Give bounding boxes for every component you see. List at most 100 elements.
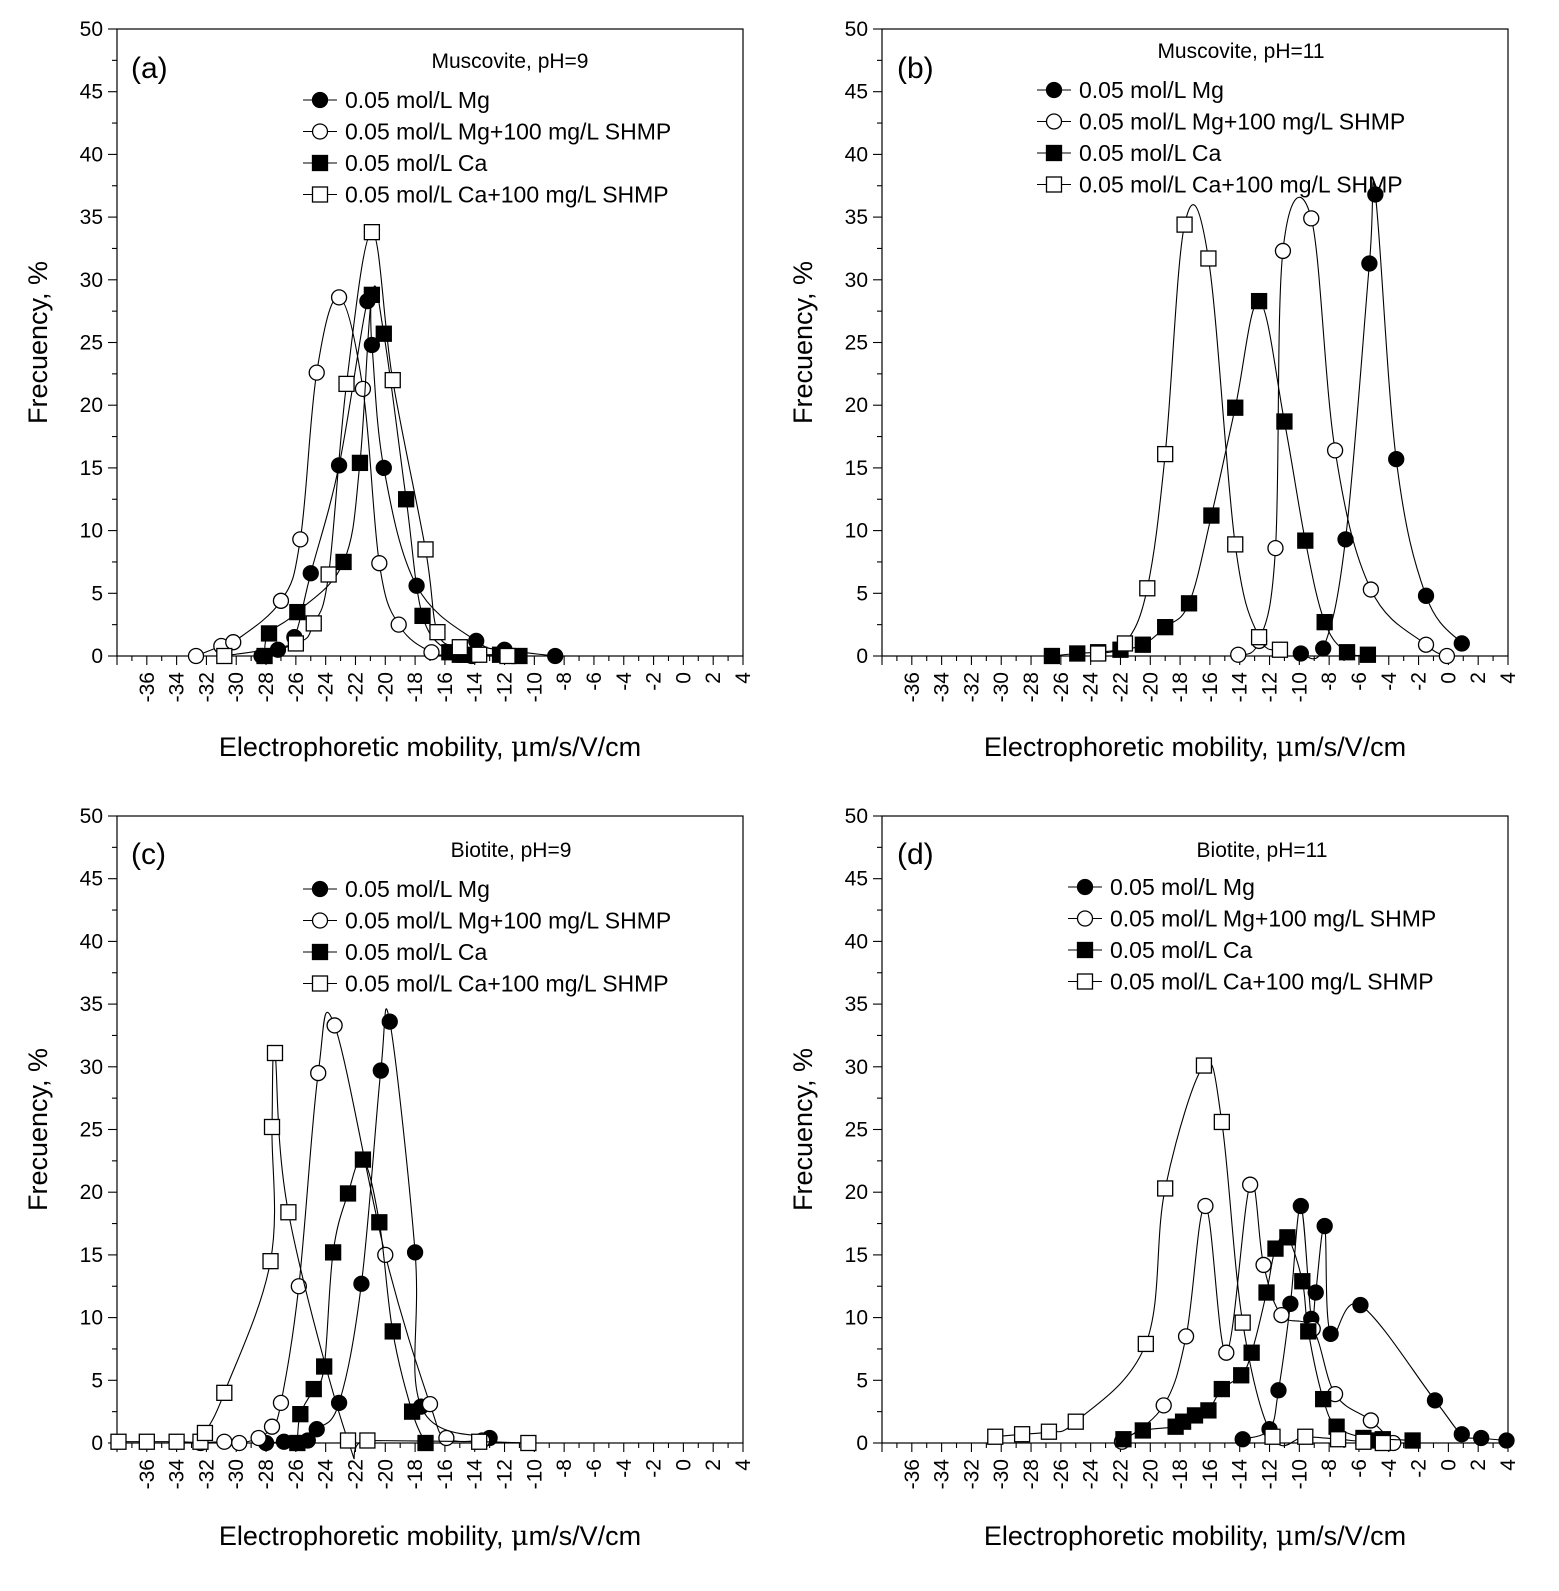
x-axis-title-prefix: Electrophoretic mobility,: [984, 732, 1276, 762]
data-point-mg: [1473, 1429, 1490, 1447]
data-point-ca: [1297, 532, 1314, 549]
x-tick-label: -18: [1169, 1459, 1192, 1489]
data-point-mg: [269, 641, 287, 658]
y-tick-label: 0: [91, 645, 103, 668]
x-axis-title-mu: μ: [1276, 732, 1294, 763]
legend-label-mg: 0.05 mol/L Mg: [345, 876, 490, 902]
data-point-ca: [351, 454, 369, 472]
data-point-ca: [1267, 1240, 1284, 1257]
y-tick-label: 10: [80, 1307, 103, 1330]
data-point-ca-shmp: [1116, 635, 1134, 652]
x-tick-label: -30: [225, 672, 248, 702]
data-point-ca-shmp: [1195, 1057, 1213, 1074]
x-axis-title-mu: μ: [511, 732, 529, 763]
x-tick-label: -8: [1318, 672, 1341, 691]
data-point-mg: [1270, 1382, 1287, 1399]
data-point-mg: [1498, 1432, 1515, 1449]
legend-label-ca-shmp: 0.05 mol/L Ca+100 mg/L SHMP: [1110, 969, 1434, 995]
data-point-ca-shmp: [168, 1433, 185, 1450]
x-axis-title: Electrophoretic mobility, μm/s/V/cm: [219, 1521, 641, 1552]
data-point-ca: [1315, 1390, 1332, 1408]
series-ca-shmp: [110, 1044, 537, 1460]
panel-label: (c): [131, 838, 166, 871]
x-tick-label: -18: [404, 672, 427, 702]
data-point-ca: [324, 1244, 342, 1261]
data-point-mg: [1417, 587, 1435, 604]
x-tick-label: -30: [990, 672, 1013, 702]
series-mg: [1292, 181, 1470, 662]
data-point-ca-shmp: [1329, 1431, 1347, 1448]
data-point-ca: [292, 1406, 309, 1423]
series-line-ca-shmp: [118, 1049, 529, 1460]
series-line-ca-shmp: [1097, 204, 1281, 655]
x-tick-label: -4: [1378, 672, 1401, 691]
x-tick-label: -4: [1378, 1459, 1401, 1478]
x-tick-label: -18: [1169, 672, 1192, 702]
data-point-ca: [1200, 1402, 1217, 1419]
data-point-mg: [1352, 1296, 1369, 1314]
x-tick-label: -10: [523, 672, 546, 702]
x-tick-label: -20: [374, 672, 397, 702]
legend-marker-mg-shmp: [1076, 910, 1094, 927]
x-tick-label: -12: [1259, 1459, 1282, 1489]
x-tick-label: -14: [1229, 1459, 1252, 1490]
data-point-mg-shmp: [1438, 647, 1456, 665]
x-tick-label: -20: [1139, 1459, 1162, 1489]
legend-marker-mg: [1076, 878, 1094, 896]
data-point-ca: [1157, 619, 1174, 636]
legend-label-mg-shmp: 0.05 mol/L Mg+100 mg/L SHMP: [345, 908, 671, 934]
data-point-mg: [1234, 1431, 1251, 1448]
data-point-ca: [1250, 292, 1268, 310]
x-tick-label: -8: [1318, 1459, 1341, 1478]
data-point-ca: [1279, 1229, 1296, 1246]
y-tick-label: 25: [845, 332, 868, 355]
x-tick-label: -36: [901, 1459, 924, 1489]
x-tick-label: 4: [1497, 1459, 1520, 1471]
series-line-mg: [261, 293, 556, 657]
data-point-mg-shmp: [272, 1394, 290, 1412]
data-point-ca-shmp: [384, 371, 401, 389]
y-tick-label: 30: [80, 269, 103, 292]
data-point-ca-shmp: [216, 647, 233, 665]
series-line-mg-shmp: [1237, 196, 1448, 657]
panel-label: (a): [131, 52, 168, 85]
data-point-ca: [1276, 413, 1293, 430]
x-tick-label: 4: [1497, 672, 1520, 684]
x-tick-label: -32: [960, 1459, 983, 1489]
data-point-mg: [547, 647, 564, 665]
data-point-ca-shmp: [1234, 1314, 1251, 1331]
x-tick-label: -30: [225, 1459, 248, 1489]
series-mg: [1234, 1197, 1515, 1449]
data-point-ca-shmp: [1067, 1413, 1084, 1430]
x-tick-label: -24: [1080, 1459, 1103, 1490]
x-tick-label: -28: [255, 1459, 278, 1489]
x-tick-label: -12: [494, 672, 517, 702]
data-point-ca-shmp: [359, 1432, 376, 1449]
data-point-mg: [1307, 1284, 1324, 1301]
data-point-ca-shmp: [1250, 629, 1268, 646]
data-point-mg-shmp: [272, 592, 290, 609]
data-point-mg: [1367, 186, 1384, 203]
data-point-ca: [1134, 1422, 1151, 1439]
x-tick-label: 0: [1437, 672, 1460, 684]
data-point-mg-shmp: [354, 380, 372, 398]
x-tick-label: -14: [464, 672, 487, 703]
data-point-mg-shmp: [1155, 1397, 1172, 1414]
legend-marker-mg: [311, 880, 329, 898]
legend-label-mg-shmp: 0.05 mol/L Mg+100 mg/L SHMP: [1079, 109, 1405, 135]
data-point-ca: [414, 607, 431, 625]
series-ca: [289, 1151, 434, 1452]
data-point-mg-shmp: [308, 364, 325, 381]
y-tick-label: 5: [856, 582, 868, 605]
legend-marker-ca-shmp: [311, 975, 329, 992]
data-point-ca: [1227, 399, 1244, 416]
data-point-ca-shmp: [216, 1384, 233, 1401]
x-tick-label: 2: [1467, 1459, 1490, 1471]
x-axis-title-mu: μ: [511, 1521, 529, 1552]
data-point-ca-shmp: [280, 1204, 297, 1221]
y-tick-label: 5: [91, 582, 103, 605]
data-point-ca-shmp: [305, 615, 322, 632]
data-point-mg-shmp: [1326, 442, 1344, 459]
legend-marker-mg-shmp: [311, 123, 329, 140]
